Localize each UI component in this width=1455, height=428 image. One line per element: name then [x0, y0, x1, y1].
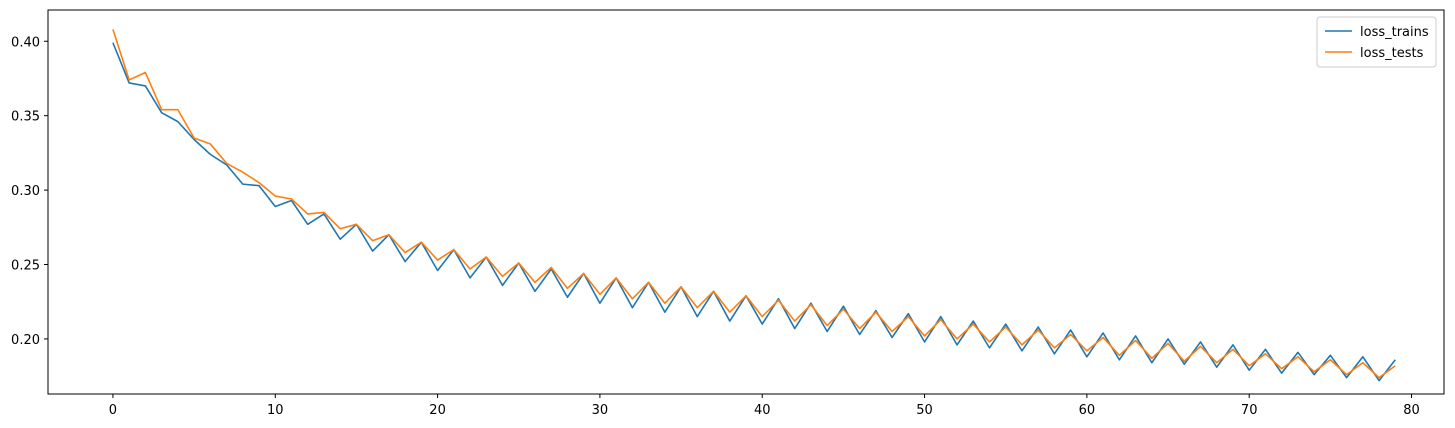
y-tick-label: 0.20: [11, 333, 40, 348]
x-tick-label: 30: [592, 403, 609, 418]
x-tick-label: 10: [267, 403, 284, 418]
series-layer: [112, 29, 1396, 382]
y-tick-label: 0.30: [11, 184, 40, 199]
x-tick-label: 60: [1079, 403, 1096, 418]
legend-label-loss-tests: loss_tests: [1360, 46, 1424, 61]
x-tick-label: 80: [1403, 403, 1420, 418]
ticks-layer: 0 10 20 30 40 50 60 70 80 0.20 0.25 0.30 0.35 0.40: [11, 35, 1420, 418]
x-tick-label: 40: [754, 403, 771, 418]
x-tick-label: 20: [429, 403, 446, 418]
y-tick-label: 0.40: [11, 35, 40, 50]
x-tick-label: 0: [109, 403, 117, 418]
y-tick-label: 0.35: [11, 110, 40, 125]
y-tick-label: 0.25: [11, 259, 40, 274]
x-tick-label: 70: [1241, 403, 1258, 418]
series-line-loss-trains: [112, 42, 1396, 382]
plot-frame: [47, 9, 1445, 395]
legend: loss_trains loss_tests: [1316, 16, 1437, 68]
legend-box: [1316, 16, 1437, 68]
x-tick-label: 50: [916, 403, 933, 418]
legend-label-loss-trains: loss_trains: [1360, 25, 1429, 40]
series-line-loss-tests: [112, 29, 1396, 379]
